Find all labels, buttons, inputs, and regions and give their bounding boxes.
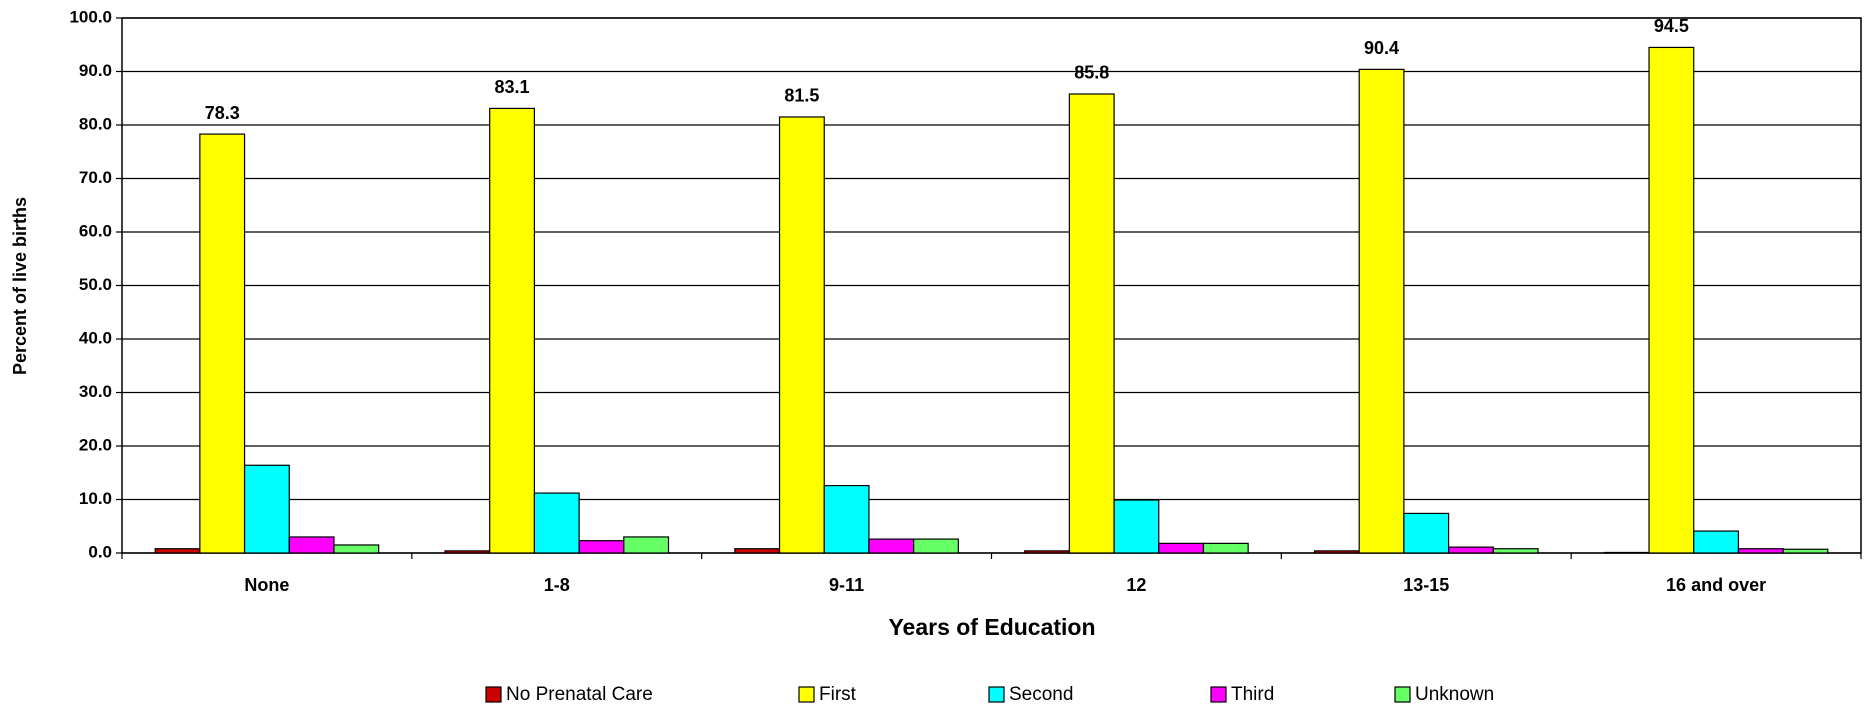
bar — [1603, 551, 1650, 554]
y-tick-label: 0.0 — [88, 542, 112, 561]
y-tick-label: 20.0 — [79, 435, 112, 454]
x-tick-label: 9-11 — [829, 575, 864, 595]
legend-swatch — [988, 686, 1005, 703]
bar — [1113, 499, 1160, 554]
bar — [1447, 546, 1494, 554]
data-label: 81.5 — [784, 86, 819, 106]
bar — [1648, 46, 1695, 554]
x-tick-label: 12 — [1126, 575, 1146, 595]
y-axis-title: Percent of live births — [10, 197, 30, 375]
bar — [1782, 548, 1829, 554]
legend-swatch — [485, 686, 502, 703]
bar — [1358, 68, 1405, 554]
bar — [489, 107, 536, 554]
bar — [1158, 542, 1205, 554]
y-tick-label: 50.0 — [79, 275, 112, 294]
bar — [1202, 542, 1249, 554]
legend-label: Unknown — [1415, 684, 1494, 705]
bar — [444, 550, 491, 554]
bar — [578, 540, 625, 554]
bar — [1737, 548, 1784, 554]
legend-label: Second — [1009, 684, 1073, 705]
bar — [333, 544, 380, 554]
bar — [154, 548, 201, 554]
bar — [913, 538, 959, 554]
y-tick-label: 100.0 — [69, 7, 112, 26]
bar — [1693, 530, 1740, 554]
data-label: 78.3 — [205, 103, 240, 123]
legend-swatch — [1210, 686, 1227, 703]
y-tick-label: 80.0 — [79, 114, 112, 133]
bar — [1024, 550, 1070, 554]
x-tick-label: 13-15 — [1403, 575, 1449, 595]
x-tick-label: 16 and over — [1666, 575, 1766, 595]
bar — [243, 464, 290, 554]
y-tick-label: 90.0 — [79, 61, 112, 80]
legend-swatch — [798, 686, 815, 703]
bar — [778, 116, 825, 554]
y-tick-label: 10.0 — [79, 489, 112, 508]
bar — [868, 538, 915, 554]
bar — [1068, 93, 1115, 554]
bar — [288, 536, 335, 554]
data-label: 94.5 — [1654, 16, 1689, 36]
legend-swatch — [1394, 686, 1411, 703]
bar — [1492, 548, 1539, 554]
x-tick-label: None — [244, 575, 289, 595]
y-tick-label: 40.0 — [79, 328, 112, 347]
legend-label: First — [819, 684, 857, 705]
legend-label: No Prenatal Care — [506, 684, 653, 705]
y-tick-label: 60.0 — [79, 221, 112, 240]
x-tick-label: 1-8 — [544, 575, 570, 595]
y-tick-label: 30.0 — [79, 382, 112, 401]
data-label: 90.4 — [1364, 38, 1399, 58]
bar — [533, 492, 580, 554]
bar — [823, 484, 870, 554]
bar — [1313, 550, 1360, 554]
bar — [623, 536, 670, 554]
bar — [734, 548, 781, 554]
x-axis-title: Years of Education — [888, 614, 1095, 640]
bar — [1403, 512, 1450, 554]
bar — [199, 133, 246, 554]
data-label: 83.1 — [495, 77, 530, 97]
y-tick-label: 70.0 — [79, 168, 112, 187]
legend-label: Third — [1231, 684, 1274, 705]
data-label: 85.8 — [1074, 63, 1109, 83]
